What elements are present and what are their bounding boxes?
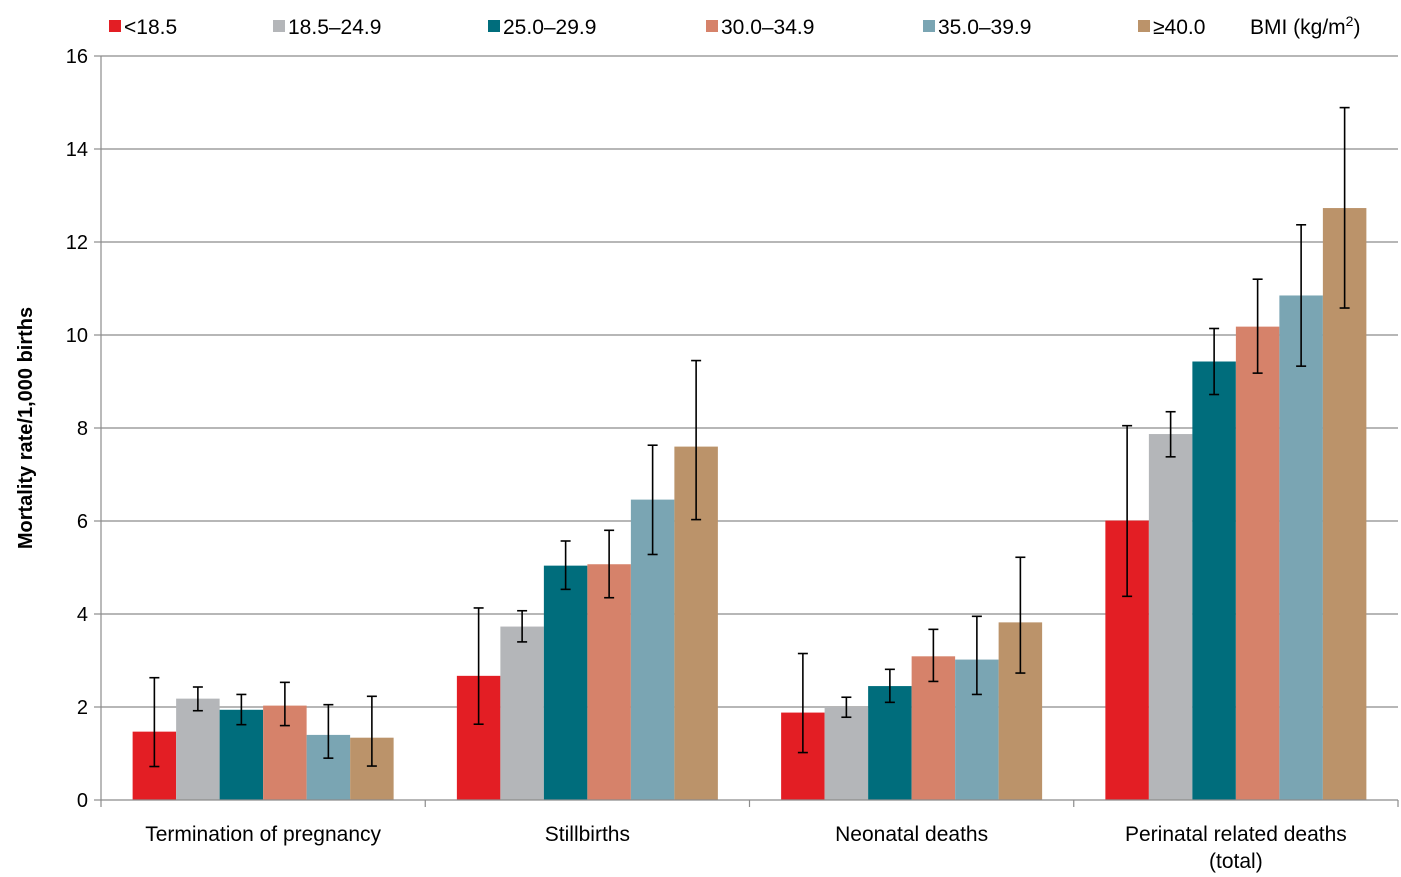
- y-tick-label: 4: [77, 604, 88, 626]
- y-tick-label: 6: [77, 511, 88, 533]
- legend-swatch: [109, 20, 121, 32]
- bar: [1279, 295, 1323, 800]
- bar: [500, 626, 544, 800]
- axes: 0 2 4 6 8 10 12 14 16 Termination of pregnancy Sti…: [66, 46, 1399, 873]
- bar: [1192, 361, 1236, 800]
- error-bars: [149, 106, 1350, 768]
- legend-label: 30.0–34.9: [721, 16, 814, 39]
- x-category-label: Neonatal deaths: [835, 823, 988, 846]
- bar-groups: [132, 208, 1367, 800]
- legend-swatch: [706, 20, 718, 32]
- gridlines: [101, 55, 1398, 708]
- y-tick-label: 14: [66, 139, 88, 161]
- legend-swatch: [1138, 20, 1150, 32]
- legend: <18.5 18.5–24.9 25.0–29.9 30.0–34.9 35.0–39.…: [109, 13, 1360, 39]
- legend-title-superscript: 2: [1346, 13, 1354, 29]
- legend-swatch: [923, 20, 935, 32]
- bar: [176, 698, 220, 800]
- bar: [1148, 434, 1193, 800]
- bar: [824, 707, 869, 800]
- legend-title: BMI (kg/m2): [1250, 13, 1360, 39]
- legend-swatch: [273, 20, 285, 32]
- y-tick-label: 12: [66, 232, 88, 254]
- legend-label: 25.0–29.9: [503, 16, 596, 39]
- legend-swatch: [488, 20, 500, 32]
- y-axis-label: Mortality rate/1,000 births: [15, 307, 37, 549]
- x-category-label: (total): [1209, 850, 1263, 873]
- y-tick-label: 0: [77, 790, 88, 812]
- legend-label: 35.0–39.9: [938, 16, 1031, 39]
- x-category-label: Stillbirths: [545, 823, 630, 846]
- legend-label: <18.5: [124, 16, 177, 39]
- legend-title-text: BMI (kg/m: [1250, 16, 1346, 39]
- bar: [868, 686, 912, 800]
- bar: [543, 565, 588, 800]
- legend-label: ≥40.0: [1153, 16, 1205, 39]
- legend-label: 18.5–24.9: [288, 16, 381, 39]
- x-category-label: Perinatal related deaths: [1125, 823, 1347, 846]
- x-category-label: Termination of pregnancy: [145, 823, 381, 846]
- legend-title-close: ): [1353, 16, 1360, 39]
- bar: [1235, 326, 1280, 800]
- bar: [587, 564, 631, 800]
- y-tick-label: 8: [77, 418, 88, 440]
- y-tick-label: 16: [66, 46, 88, 68]
- y-tick-label: 10: [66, 325, 88, 347]
- y-tick-label: 2: [77, 697, 88, 719]
